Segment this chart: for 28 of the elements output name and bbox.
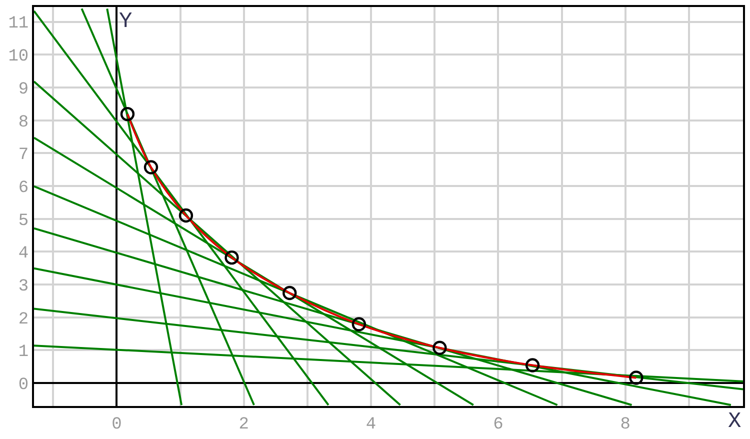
y-tick-label: 11 xyxy=(8,14,29,34)
point xyxy=(629,370,644,385)
y-tick-label: 9 xyxy=(18,80,29,100)
x-axis-title: X xyxy=(728,409,742,434)
point xyxy=(432,340,447,355)
point xyxy=(282,286,297,300)
y-tick-label: 3 xyxy=(18,277,29,296)
point xyxy=(120,106,135,122)
y-tick-label: 5 xyxy=(18,212,29,231)
point xyxy=(224,250,239,265)
point xyxy=(144,160,158,174)
point xyxy=(525,358,540,372)
x-tick-label: 0 xyxy=(112,415,122,434)
y-axis-title: Y xyxy=(119,9,132,34)
y-tick-label: 0 xyxy=(18,376,29,395)
y-tick-label: 4 xyxy=(18,244,29,264)
x-tick-label: 4 xyxy=(366,415,376,434)
y-tick-label: 1 xyxy=(18,343,29,362)
y-tick-label: 7 xyxy=(18,146,29,166)
x-tick-label: 8 xyxy=(620,415,630,434)
y-tick-label: 8 xyxy=(18,113,29,132)
point xyxy=(178,208,194,223)
x-tick-label: 2 xyxy=(238,415,249,434)
point xyxy=(352,317,366,332)
y-tick-label: 10 xyxy=(8,48,29,67)
y-tick-label: 6 xyxy=(18,178,29,198)
x-tick-label: 6 xyxy=(493,415,504,434)
y-tick-label: 2 xyxy=(18,310,29,330)
